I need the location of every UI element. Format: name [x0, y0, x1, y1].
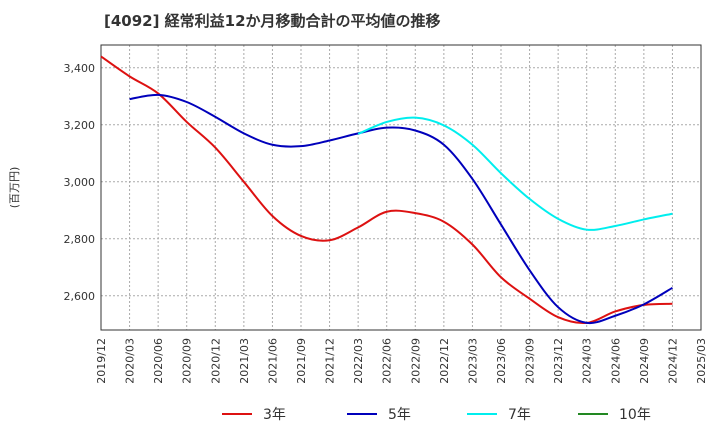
y-tick-label: 3,200 — [64, 119, 96, 132]
x-tick-label: 2020/12 — [209, 338, 222, 384]
x-tick-label: 2024/03 — [581, 338, 594, 384]
legend-label: 7年 — [508, 407, 531, 423]
x-tick-label: 2022/03 — [352, 338, 365, 384]
x-tick-label: 2022/12 — [438, 338, 451, 384]
series-line-2 — [129, 93, 673, 325]
y-tick-label: 2,800 — [64, 233, 96, 246]
x-tick-label: 2023/03 — [466, 338, 479, 384]
series-line-1 — [100, 55, 673, 325]
x-tick-label: 2021/09 — [295, 338, 308, 384]
x-tick-label: 2020/06 — [152, 338, 165, 384]
y-tick-label: 3,400 — [64, 62, 96, 75]
x-tick-label: 2021/03 — [238, 338, 251, 384]
legend-label: 3年 — [263, 407, 286, 423]
plot-frame — [100, 44, 702, 331]
x-tick-label: 2019/12 — [95, 338, 108, 384]
y-tick-label: 2,600 — [64, 290, 96, 303]
x-tick-label: 2023/09 — [524, 338, 537, 384]
y-axis-label: (百万円) — [8, 167, 21, 209]
x-tick-label: 2021/12 — [324, 338, 337, 384]
legend-label: 10年 — [619, 407, 651, 423]
x-tick-label: 2021/06 — [266, 338, 279, 384]
x-tick-label: 2024/06 — [609, 338, 622, 384]
x-tick-label: 2022/09 — [409, 338, 422, 384]
x-tick-label: 2022/06 — [381, 338, 394, 384]
legend-label: 5年 — [388, 407, 411, 423]
y-tick-label: 3,000 — [64, 176, 96, 189]
series-line-3 — [357, 116, 673, 231]
x-tick-label: 2020/09 — [181, 338, 194, 384]
chart-title: [4092] 経常利益12か月移動合計の平均値の推移 — [104, 12, 441, 30]
x-tick-label: 2023/06 — [495, 338, 508, 384]
x-tick-label: 2024/12 — [666, 338, 679, 384]
x-tick-label: 2020/03 — [124, 338, 137, 384]
x-tick-label: 2023/12 — [552, 338, 565, 384]
x-tick-label: 2024/09 — [638, 338, 651, 384]
x-tick-label: 2025/03 — [695, 338, 708, 384]
